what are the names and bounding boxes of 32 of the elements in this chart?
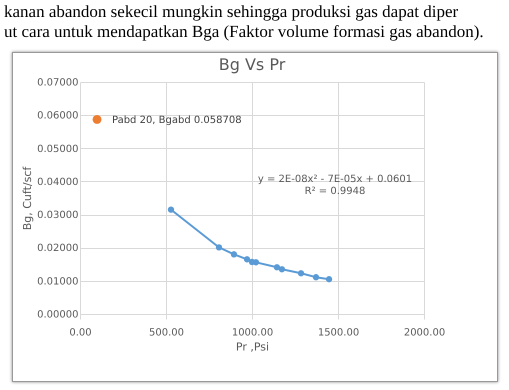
point bbox=[168, 206, 174, 213]
x-tick-label: 0.00 bbox=[69, 328, 92, 338]
x-axis-title: Pr ,Psi bbox=[236, 340, 270, 354]
point bbox=[244, 256, 250, 262]
y-tick-label: 0.01000 bbox=[37, 276, 78, 288]
chart-title: Bg Vs Pr bbox=[218, 55, 286, 74]
point bbox=[312, 274, 320, 280]
point bbox=[278, 266, 286, 272]
text: kanan abandon sekecil mungkin sehingga produksi gas dapat diper bbox=[4, 2, 460, 22]
x-tick-label: 2000.00 bbox=[404, 328, 446, 338]
x-tick-label: 1500.00 bbox=[318, 328, 360, 338]
point bbox=[252, 259, 260, 266]
y-tick-label: 0.05000 bbox=[37, 144, 78, 155]
annotation: y = 2E-08x² - 7E-05x + 0.0601 bbox=[258, 174, 412, 185]
y-tick-label: 0.02000 bbox=[37, 243, 78, 254]
x-tick-label: 500.00 bbox=[149, 328, 184, 338]
y-tick-label: 0.04000 bbox=[37, 176, 78, 188]
point bbox=[274, 264, 280, 270]
point bbox=[92, 114, 102, 124]
point bbox=[230, 251, 238, 258]
text: ut cara untuk mendapatkan Bga (Faktor volume formasi gas abandon). bbox=[4, 22, 485, 42]
y-tick-label: 0.07000 bbox=[37, 78, 78, 88]
annotation: R² = 0.9948 bbox=[304, 186, 366, 197]
point bbox=[216, 244, 222, 251]
y-axis-title: Bg, Cuft/scf bbox=[21, 166, 34, 230]
point bbox=[326, 276, 332, 282]
y-tick-label: 0.00000 bbox=[37, 310, 78, 320]
x-tick-label: 1000.00 bbox=[232, 328, 274, 338]
y-tick-label: 0.06000 bbox=[37, 110, 78, 122]
annotation: Pabd 20, Bgabd 0.058708 bbox=[112, 115, 242, 126]
y-tick-label: 0.03000 bbox=[37, 210, 78, 222]
point bbox=[298, 270, 304, 276]
